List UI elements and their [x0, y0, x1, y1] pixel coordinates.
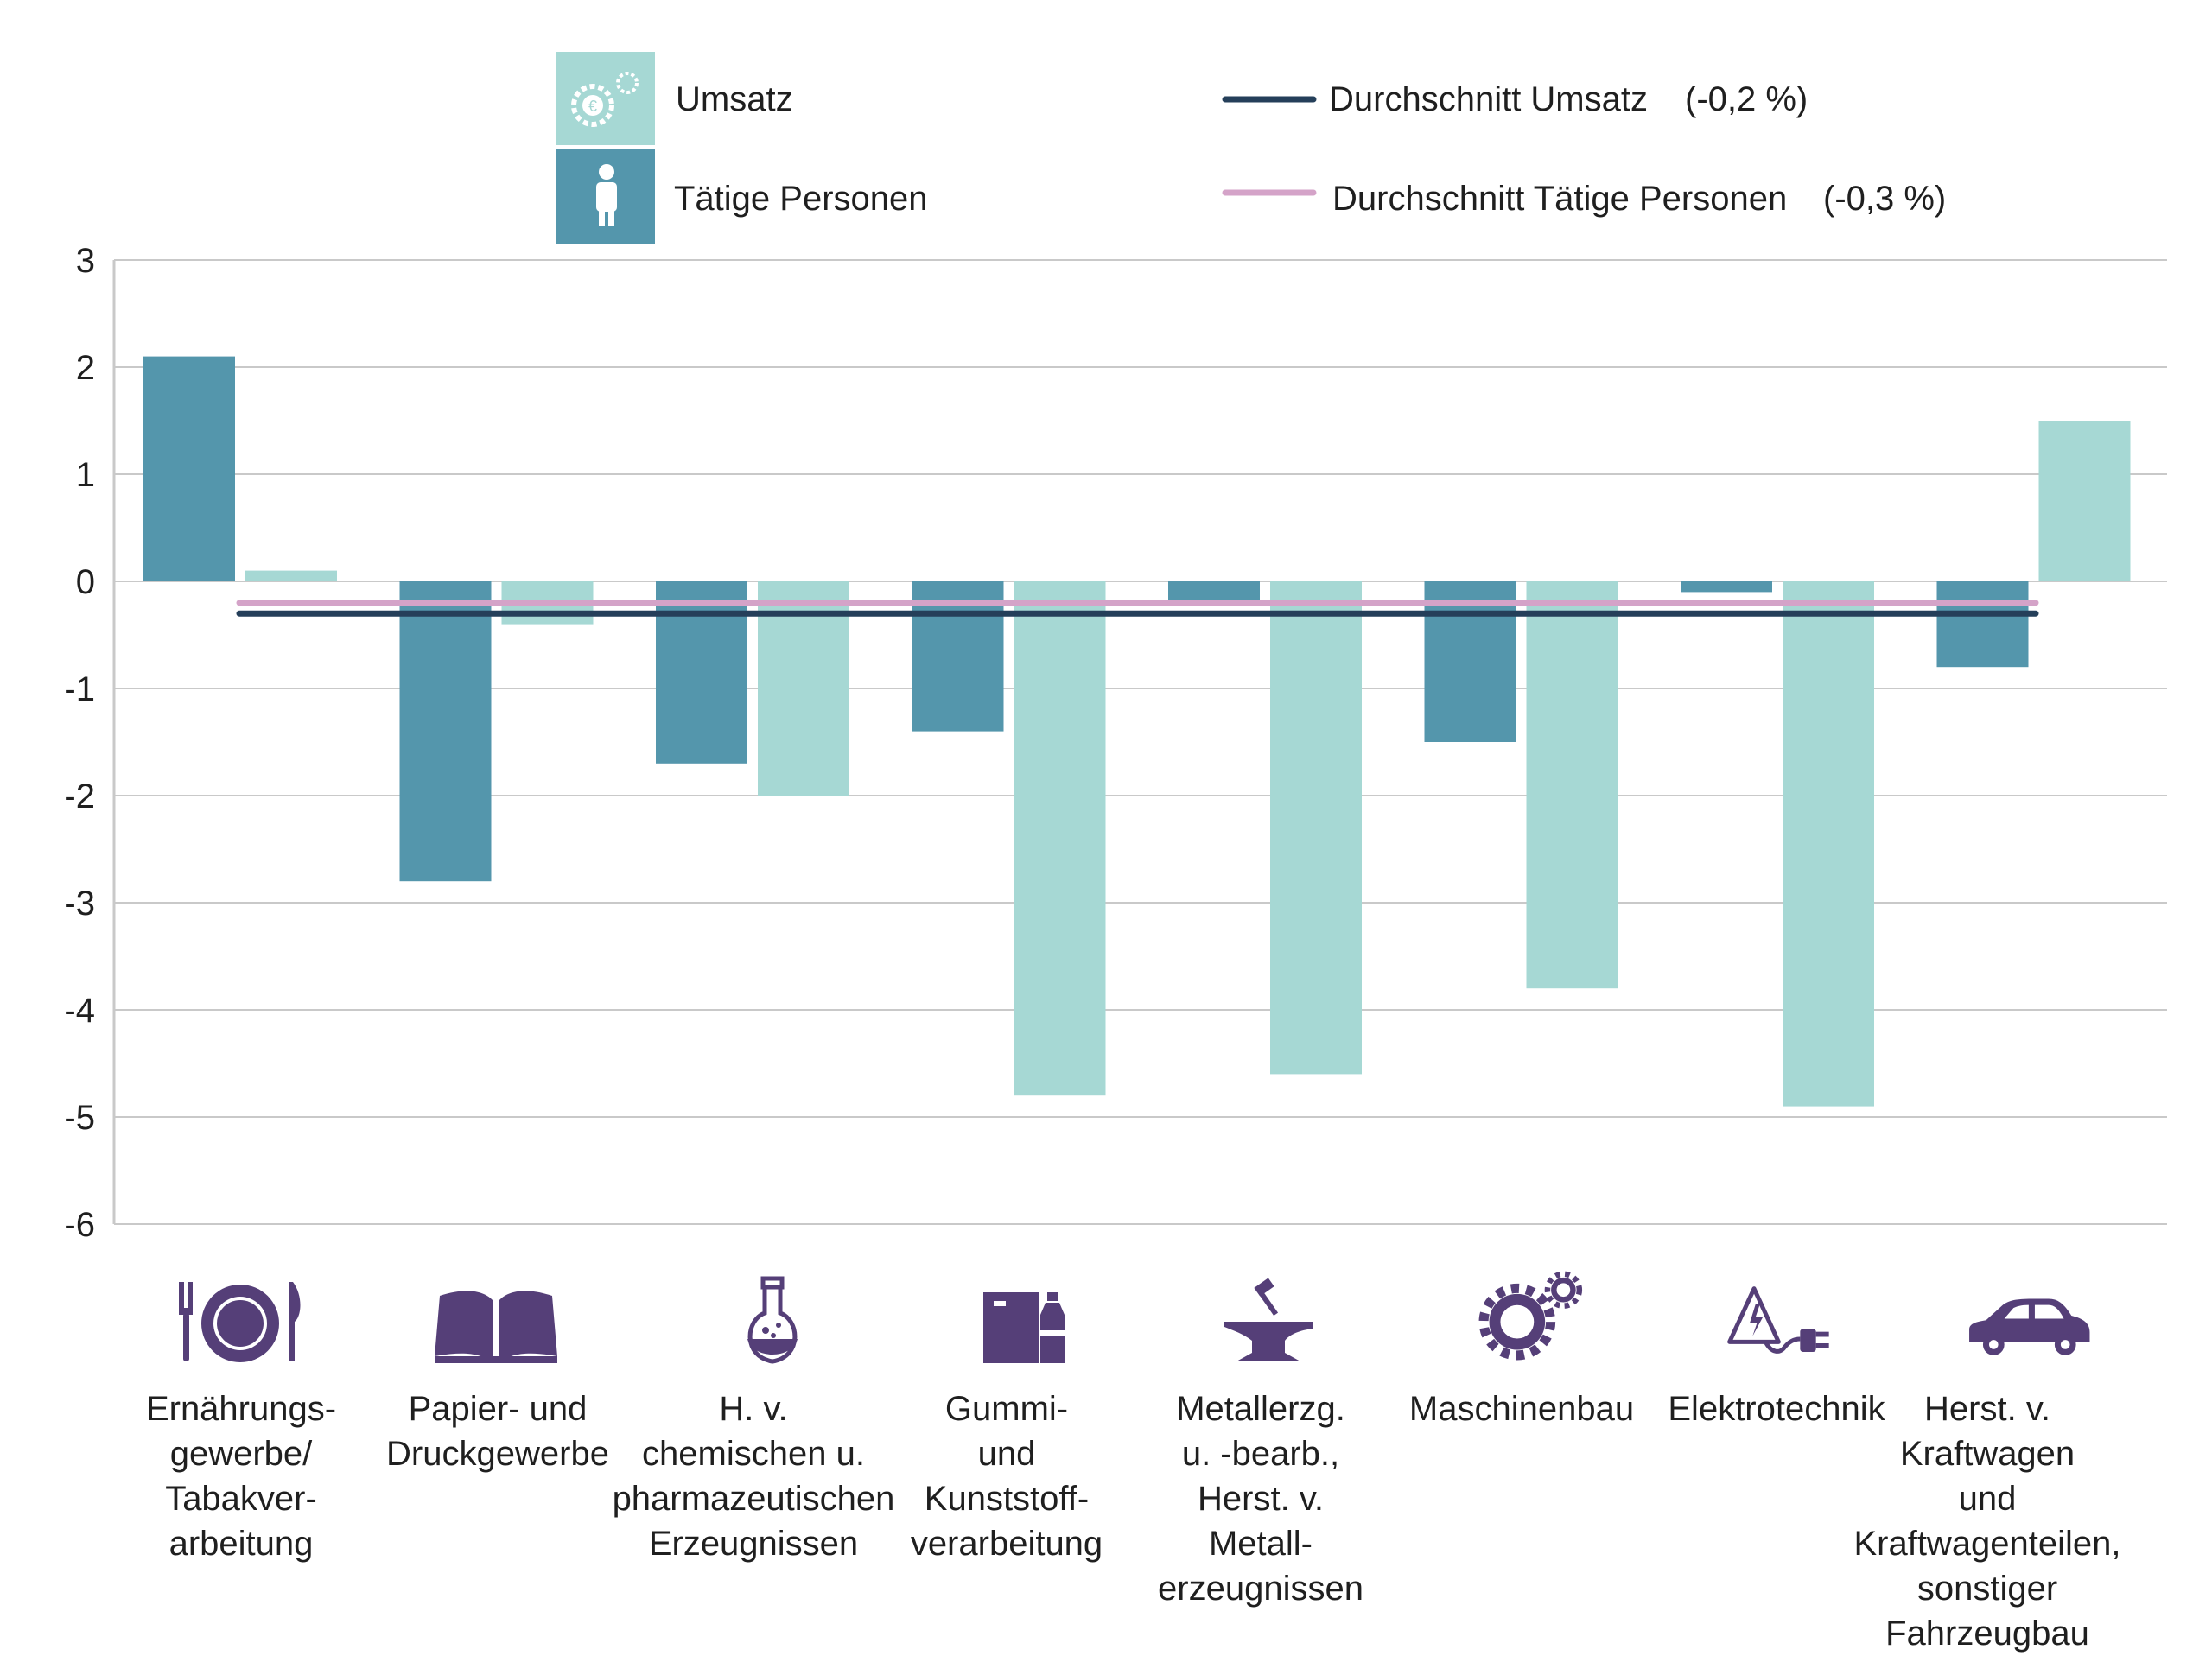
- bar-umsatz: [1270, 581, 1362, 1075]
- bar-taetige-personen: [912, 581, 1004, 732]
- legend-avg-umsatz-value: (-0,2 %): [1685, 80, 1808, 118]
- flask-icon: [747, 1276, 798, 1364]
- legend-avg-umsatz-label: Durchschnitt Umsatz: [1329, 80, 1648, 118]
- bar-taetige-personen: [1424, 581, 1516, 742]
- svg-text:€: €: [588, 98, 597, 115]
- legend-umsatz-swatch: [556, 52, 655, 145]
- y-tick-label: -3: [64, 885, 95, 923]
- legend-avg-personen-value: (-0,3 %): [1823, 180, 1946, 218]
- category-label: H. v. chemischen u. pharmazeutischen Erz…: [612, 1390, 895, 1563]
- category-label: Papier- und Druckgewerbe: [386, 1390, 609, 1473]
- bar-taetige-personen: [1681, 581, 1772, 593]
- y-axis-ticks: 3 2 1 0 -1 -2 -3 -4 -5 -6: [64, 242, 95, 1244]
- average-lines: [236, 600, 2039, 617]
- bar-umsatz: [2038, 421, 2131, 581]
- plastic-products-icon: [983, 1292, 1065, 1363]
- category-label: Elektrotechnik: [1668, 1390, 1885, 1428]
- legend-avg-personen-label: Durchschnitt Tätige Personen: [1332, 180, 1787, 218]
- bars: [143, 356, 2131, 1107]
- bar-taetige-personen: [1936, 581, 2029, 668]
- legend-taetige-personen: Tätige Personen: [556, 149, 928, 244]
- legend-umsatz: € Umsatz: [556, 52, 793, 145]
- category-label: Ernährungs- gewerbe/ Tabakver- arbeitung: [145, 1390, 337, 1563]
- legend-taetige-personen-label: Tätige Personen: [674, 180, 928, 218]
- bar-taetige-personen: [656, 581, 747, 764]
- gears-icon: [1478, 1271, 1583, 1361]
- legend-avg-personen: Durchschnitt Tätige Personen (-0,3 %): [1222, 180, 1946, 218]
- plate-cutlery-icon: [179, 1282, 301, 1362]
- category-label: Herst. v. Kraftwagen und Kraftwagenteile…: [1853, 1390, 2121, 1653]
- open-book-icon: [435, 1291, 557, 1363]
- legend: € Umsatz Tätige Personen Durchschnitt Um…: [556, 52, 1946, 244]
- car-icon: [1969, 1298, 2090, 1355]
- coins-gears-icon: €: [571, 72, 639, 127]
- category-label: Maschinenbau: [1408, 1390, 1635, 1428]
- category-label: Gummi- und Kunststoff- verarbeitung: [910, 1390, 1103, 1563]
- bar-taetige-personen: [399, 581, 492, 882]
- y-tick-label: 2: [76, 349, 95, 387]
- y-tick-label: -2: [64, 777, 95, 815]
- y-tick-label: 3: [76, 242, 95, 280]
- bar-taetige-personen: [143, 356, 235, 581]
- y-tick-label: -4: [64, 992, 95, 1030]
- bar-umsatz: [245, 570, 337, 581]
- y-tick-label: -5: [64, 1099, 95, 1137]
- legend-umsatz-label: Umsatz: [676, 80, 793, 118]
- anvil-hammer-icon: [1224, 1278, 1313, 1361]
- electric-plug-icon: [1727, 1286, 1829, 1354]
- y-tick-label: -6: [64, 1206, 95, 1244]
- bar-umsatz: [758, 581, 849, 796]
- y-tick-label: -1: [64, 670, 95, 708]
- bar-umsatz: [1783, 581, 1874, 1107]
- legend-avg-umsatz: Durchschnitt Umsatz (-0,2 %): [1222, 80, 1808, 118]
- category-label: Metallerzg. u. -bearb., Herst. v. Metall…: [1158, 1390, 1363, 1608]
- bar-umsatz: [1014, 581, 1106, 1096]
- bar-taetige-personen: [1168, 581, 1260, 603]
- person-icon: [596, 164, 617, 226]
- y-tick-label: 1: [76, 456, 95, 494]
- bar-umsatz: [1526, 581, 1618, 989]
- y-tick-label: 0: [76, 563, 95, 601]
